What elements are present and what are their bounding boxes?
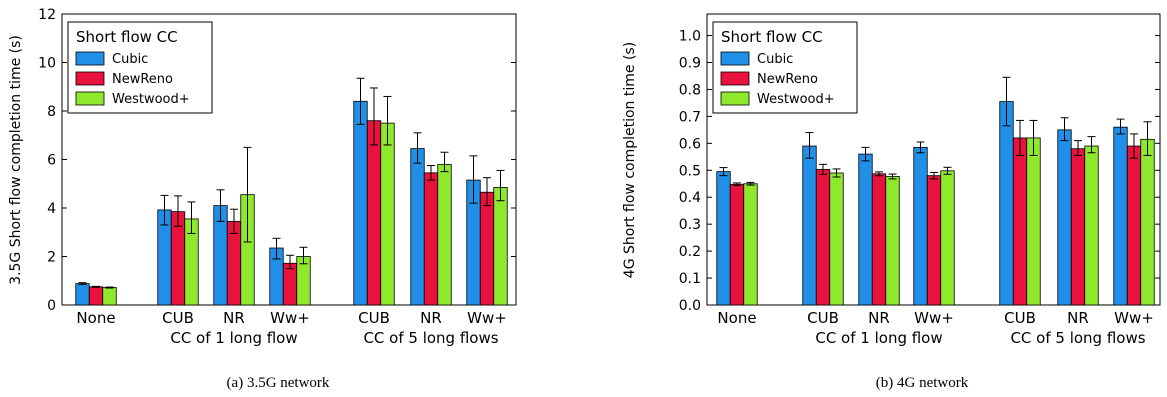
- figure-caption: (b) 4G network: [876, 375, 969, 391]
- bar-westwood: [380, 122, 395, 306]
- y-tick-label: 0: [47, 298, 56, 314]
- y-tick-label: 0.2: [679, 244, 701, 260]
- y-axis-label: 4G Short flow completion time (s): [622, 42, 638, 278]
- x-tick-label: NR: [420, 309, 442, 327]
- legend-entry: Cubic: [757, 52, 793, 67]
- x-tick-label: None: [76, 309, 115, 327]
- bar-newreno: [366, 120, 382, 306]
- x-tick-label: CUB: [1004, 309, 1036, 327]
- figure-caption: (a) 3.5G network: [227, 375, 330, 391]
- y-tick-label: 0.9: [679, 56, 701, 72]
- y-tick-label: 10: [38, 56, 56, 72]
- bar-cubic: [75, 283, 90, 306]
- bar-cubic: [802, 145, 817, 306]
- y-tick-label: 0.1: [679, 271, 701, 287]
- bar-newreno: [729, 183, 745, 306]
- y-tick-label: 6: [47, 153, 56, 169]
- group-label: CC of 1 long flow: [170, 329, 297, 347]
- group-label: CC of 1 long flow: [815, 329, 942, 347]
- y-tick-label: 0.7: [679, 109, 701, 125]
- x-tick-label: NR: [868, 309, 890, 327]
- y-tick-label: 8: [47, 104, 56, 120]
- bar-newreno: [423, 172, 439, 306]
- bar-westwood: [1140, 138, 1155, 306]
- y-tick-label: 0.5: [679, 163, 701, 179]
- x-tick-label: Ww+: [1114, 309, 1154, 327]
- y-tick-label: 2: [47, 250, 56, 266]
- legend-swatch: [720, 91, 750, 106]
- x-tick-label: Ww+: [270, 309, 310, 327]
- x-tick-label: CUB: [807, 309, 839, 327]
- legend-entry: NewReno: [757, 72, 818, 87]
- chart-panel-2: 0.0 0.1 0.2 0.3 0.4 0.5 0.6 0.7 0.8 0.9 1.0 4G Shor…: [622, 13, 1161, 391]
- legend-entry: NewReno: [112, 72, 173, 87]
- legend-swatch: [75, 71, 105, 86]
- bar-cubic: [1057, 129, 1072, 306]
- bar-cubic: [999, 101, 1014, 306]
- bar-newreno: [926, 175, 942, 306]
- x-tick-label: NR: [1067, 309, 1089, 327]
- y-tick-label: 0.6: [679, 136, 701, 152]
- y-tick-label: 0.8: [679, 82, 701, 98]
- y-tick-label: 0.4: [679, 190, 701, 206]
- y-tick-label: 12: [38, 7, 56, 23]
- bar-newreno: [479, 191, 495, 306]
- bar-westwood: [829, 172, 844, 306]
- bar-cubic: [410, 148, 425, 306]
- bar-westwood: [885, 176, 900, 306]
- bar-westwood: [1026, 137, 1041, 306]
- x-tick-label: Ww+: [914, 309, 954, 327]
- x-tick-label: NR: [223, 309, 245, 327]
- bar-cubic: [1113, 126, 1128, 306]
- bar-westwood: [493, 186, 508, 306]
- bar-cubic: [353, 100, 368, 306]
- y-axis-label: 3.5G Short flow completion time (s): [8, 35, 24, 285]
- bar-cubic: [716, 171, 731, 306]
- group-label: CC of 5 long flows: [1010, 329, 1145, 347]
- legend-entry: Westwood+: [112, 92, 190, 107]
- legend-swatch: [720, 51, 750, 66]
- bar-cubic: [858, 153, 873, 306]
- bar-newreno: [1070, 148, 1086, 306]
- bar-newreno: [282, 262, 298, 306]
- y-tick-label: 4: [47, 201, 56, 217]
- legend-title: Short flow CC: [721, 28, 823, 46]
- bar-newreno: [1012, 137, 1028, 306]
- bar-westwood: [743, 183, 758, 306]
- bar-newreno: [871, 173, 887, 306]
- chart-panel-1: 0 2 4 6 8 10 12 3.5G Short flow completion time…: [8, 7, 517, 391]
- legend-entry: Cubic: [112, 52, 148, 67]
- x-tick-label: Ww+: [467, 309, 507, 327]
- x-tick-label: CUB: [358, 309, 390, 327]
- bar-westwood: [1084, 145, 1099, 306]
- group-label: CC of 5 long flows: [363, 329, 498, 347]
- bar-westwood: [437, 163, 452, 306]
- bar-newreno: [1126, 145, 1142, 306]
- legend-swatch: [720, 71, 750, 86]
- legend-title: Short flow CC: [76, 28, 178, 46]
- bar-newreno: [815, 169, 831, 306]
- bar-westwood: [940, 170, 955, 306]
- bar-westwood: [102, 287, 117, 306]
- y-tick-label: 1.0: [679, 29, 701, 45]
- legend-swatch: [75, 51, 105, 66]
- y-tick-label: 0.3: [679, 217, 701, 233]
- legend-swatch: [75, 91, 105, 106]
- legend-entry: Westwood+: [757, 92, 835, 107]
- x-tick-label: None: [717, 309, 756, 327]
- x-tick-label: CUB: [162, 309, 194, 327]
- bar-cubic: [913, 146, 928, 306]
- y-tick-label: 0.0: [679, 298, 701, 314]
- bar-newreno: [88, 286, 104, 306]
